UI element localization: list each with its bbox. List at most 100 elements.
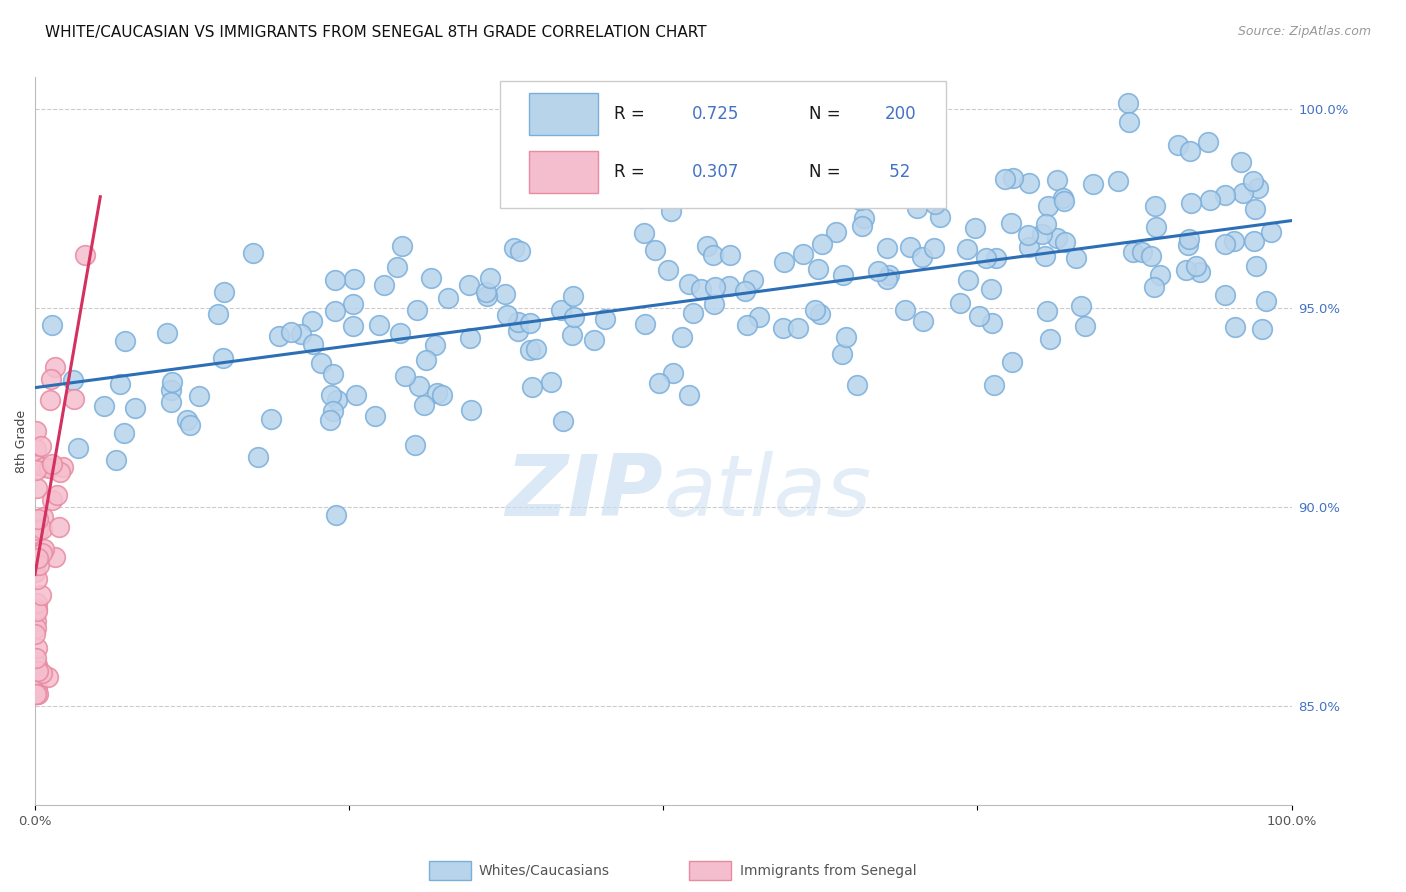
Point <box>31 510 53 524</box>
Text: 52: 52 <box>884 162 911 181</box>
Point <box>39 372 62 386</box>
Point <box>25 572 48 586</box>
Point <box>45 488 67 502</box>
Text: 0.307: 0.307 <box>692 162 740 181</box>
Point <box>630 191 652 205</box>
Point <box>1144 199 1167 213</box>
Point <box>31 666 53 681</box>
Point <box>1251 321 1274 335</box>
Point <box>1177 232 1199 246</box>
Point <box>551 414 574 428</box>
Point <box>207 306 229 320</box>
Point <box>187 389 209 403</box>
Point <box>748 310 770 324</box>
Point <box>949 296 972 310</box>
Text: Source: ZipAtlas.com: Source: ZipAtlas.com <box>1237 25 1371 38</box>
Point <box>25 604 48 618</box>
Point <box>1199 194 1222 208</box>
Point <box>1223 319 1246 334</box>
Point <box>824 225 846 239</box>
Point <box>1177 237 1199 252</box>
Point <box>31 522 53 536</box>
Point <box>661 203 683 218</box>
Point <box>1018 240 1040 254</box>
Point <box>1243 234 1265 248</box>
Point <box>1213 237 1236 252</box>
Point <box>24 614 46 628</box>
Point <box>522 380 544 394</box>
Point <box>811 236 834 251</box>
Point <box>634 318 657 332</box>
Point <box>682 305 704 319</box>
Point <box>25 458 48 472</box>
Point <box>877 268 900 283</box>
Point <box>1222 234 1244 248</box>
Point <box>1178 144 1201 158</box>
Point <box>67 441 90 455</box>
Point <box>460 403 482 417</box>
Point <box>772 255 794 269</box>
Point <box>108 376 131 391</box>
Point <box>75 248 97 262</box>
Point <box>974 251 997 265</box>
Text: R =: R = <box>614 105 650 123</box>
Point <box>1260 225 1282 239</box>
Point <box>394 369 416 384</box>
Point <box>1144 219 1167 234</box>
Point <box>1074 318 1097 333</box>
Point <box>851 219 873 233</box>
Point <box>671 330 693 344</box>
Point <box>1035 217 1057 231</box>
Point <box>24 687 46 701</box>
Point <box>835 330 858 344</box>
Point <box>25 641 48 656</box>
Point <box>458 331 481 345</box>
Point <box>924 242 946 256</box>
Text: Whites/Caucasians: Whites/Caucasians <box>478 863 609 878</box>
Point <box>1167 138 1189 153</box>
Point <box>412 398 434 412</box>
Point <box>269 329 291 343</box>
Point <box>62 373 84 387</box>
Point <box>24 565 46 579</box>
Point <box>430 388 453 402</box>
Point <box>804 303 827 318</box>
Point <box>900 239 922 253</box>
Point <box>519 316 541 330</box>
Point <box>905 201 928 215</box>
Point <box>342 318 364 333</box>
Point <box>593 311 616 326</box>
Point <box>25 621 48 635</box>
Point <box>508 324 530 338</box>
Point <box>309 356 332 370</box>
Point <box>1116 95 1139 110</box>
Point <box>894 302 917 317</box>
Point <box>27 601 49 615</box>
Point <box>831 268 853 282</box>
Point <box>678 277 700 291</box>
Point <box>524 342 547 356</box>
Point <box>27 665 49 679</box>
Point <box>1039 332 1062 346</box>
Point <box>984 251 1007 265</box>
FancyBboxPatch shape <box>501 81 946 209</box>
Point <box>323 272 346 286</box>
Point <box>63 392 86 406</box>
Point <box>718 248 741 262</box>
Text: N =: N = <box>808 162 846 181</box>
Point <box>808 307 831 321</box>
Point <box>114 334 136 349</box>
Point <box>24 425 46 439</box>
Point <box>176 413 198 427</box>
Point <box>550 302 572 317</box>
Point <box>911 314 934 328</box>
Point <box>1046 173 1069 187</box>
Y-axis label: 8th Grade: 8th Grade <box>15 409 28 473</box>
Point <box>260 412 283 426</box>
Point <box>52 459 75 474</box>
Point <box>1001 355 1024 369</box>
Text: atlas: atlas <box>664 450 872 533</box>
Point <box>1197 135 1219 149</box>
Point <box>980 282 1002 296</box>
Bar <box>529 93 598 136</box>
